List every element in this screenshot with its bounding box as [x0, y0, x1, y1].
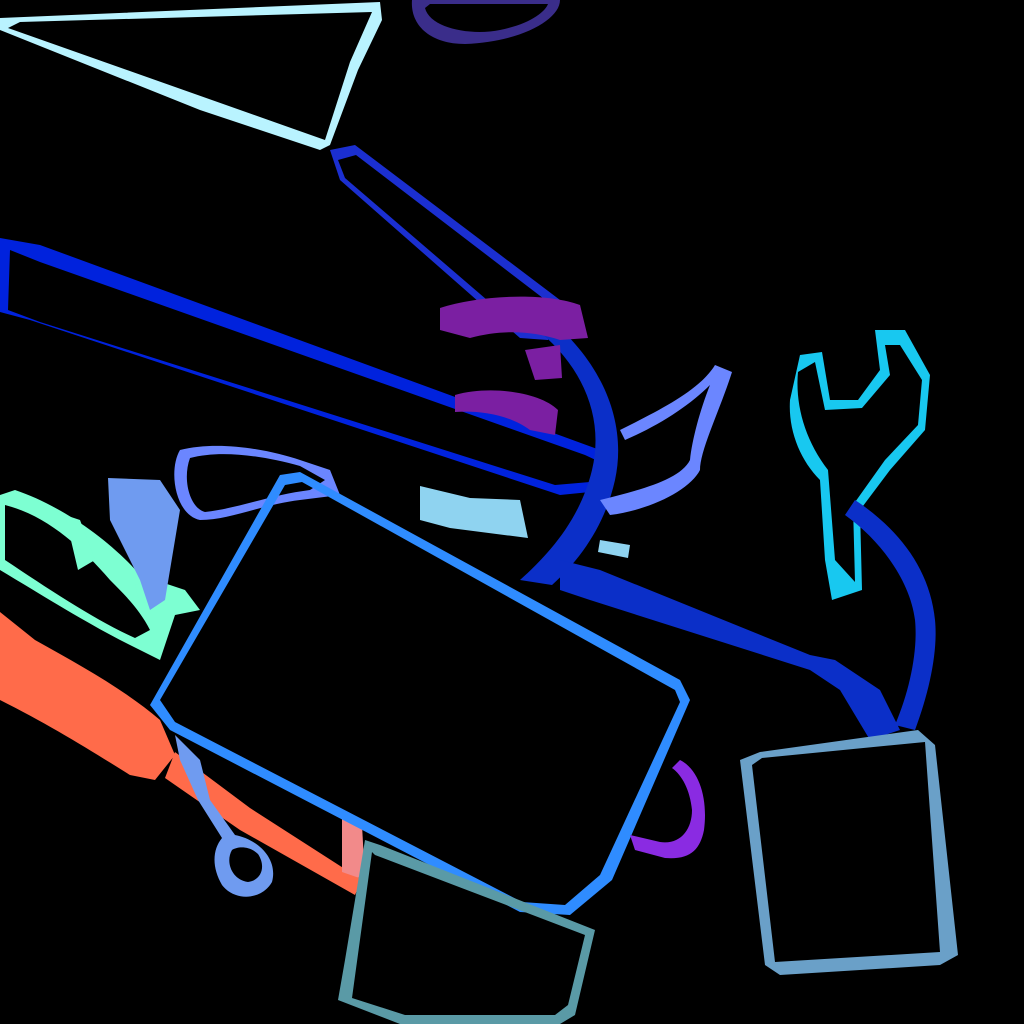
green-pliers: [0, 490, 200, 660]
hammer-claw-arc: [520, 318, 619, 585]
cloth-piece: [174, 445, 340, 520]
pink-block: [342, 818, 365, 880]
ring-top: [411, 0, 560, 44]
pale-blue-strip: [420, 486, 630, 558]
steel-blue-box: [740, 730, 958, 975]
purple-clip: [440, 296, 588, 435]
orange-screwdriver: [0, 612, 362, 895]
banana-shape: [600, 365, 732, 515]
adjustable-wrench: [789, 330, 930, 600]
long-handle-tool: [0, 238, 612, 495]
small-wrench-upper: [108, 478, 180, 610]
teal-box: [338, 840, 595, 1024]
hammer-head: [560, 500, 936, 740]
notebook-top-left: [0, 2, 382, 150]
magenta-blob: [630, 760, 705, 859]
small-wrench: [175, 735, 274, 897]
